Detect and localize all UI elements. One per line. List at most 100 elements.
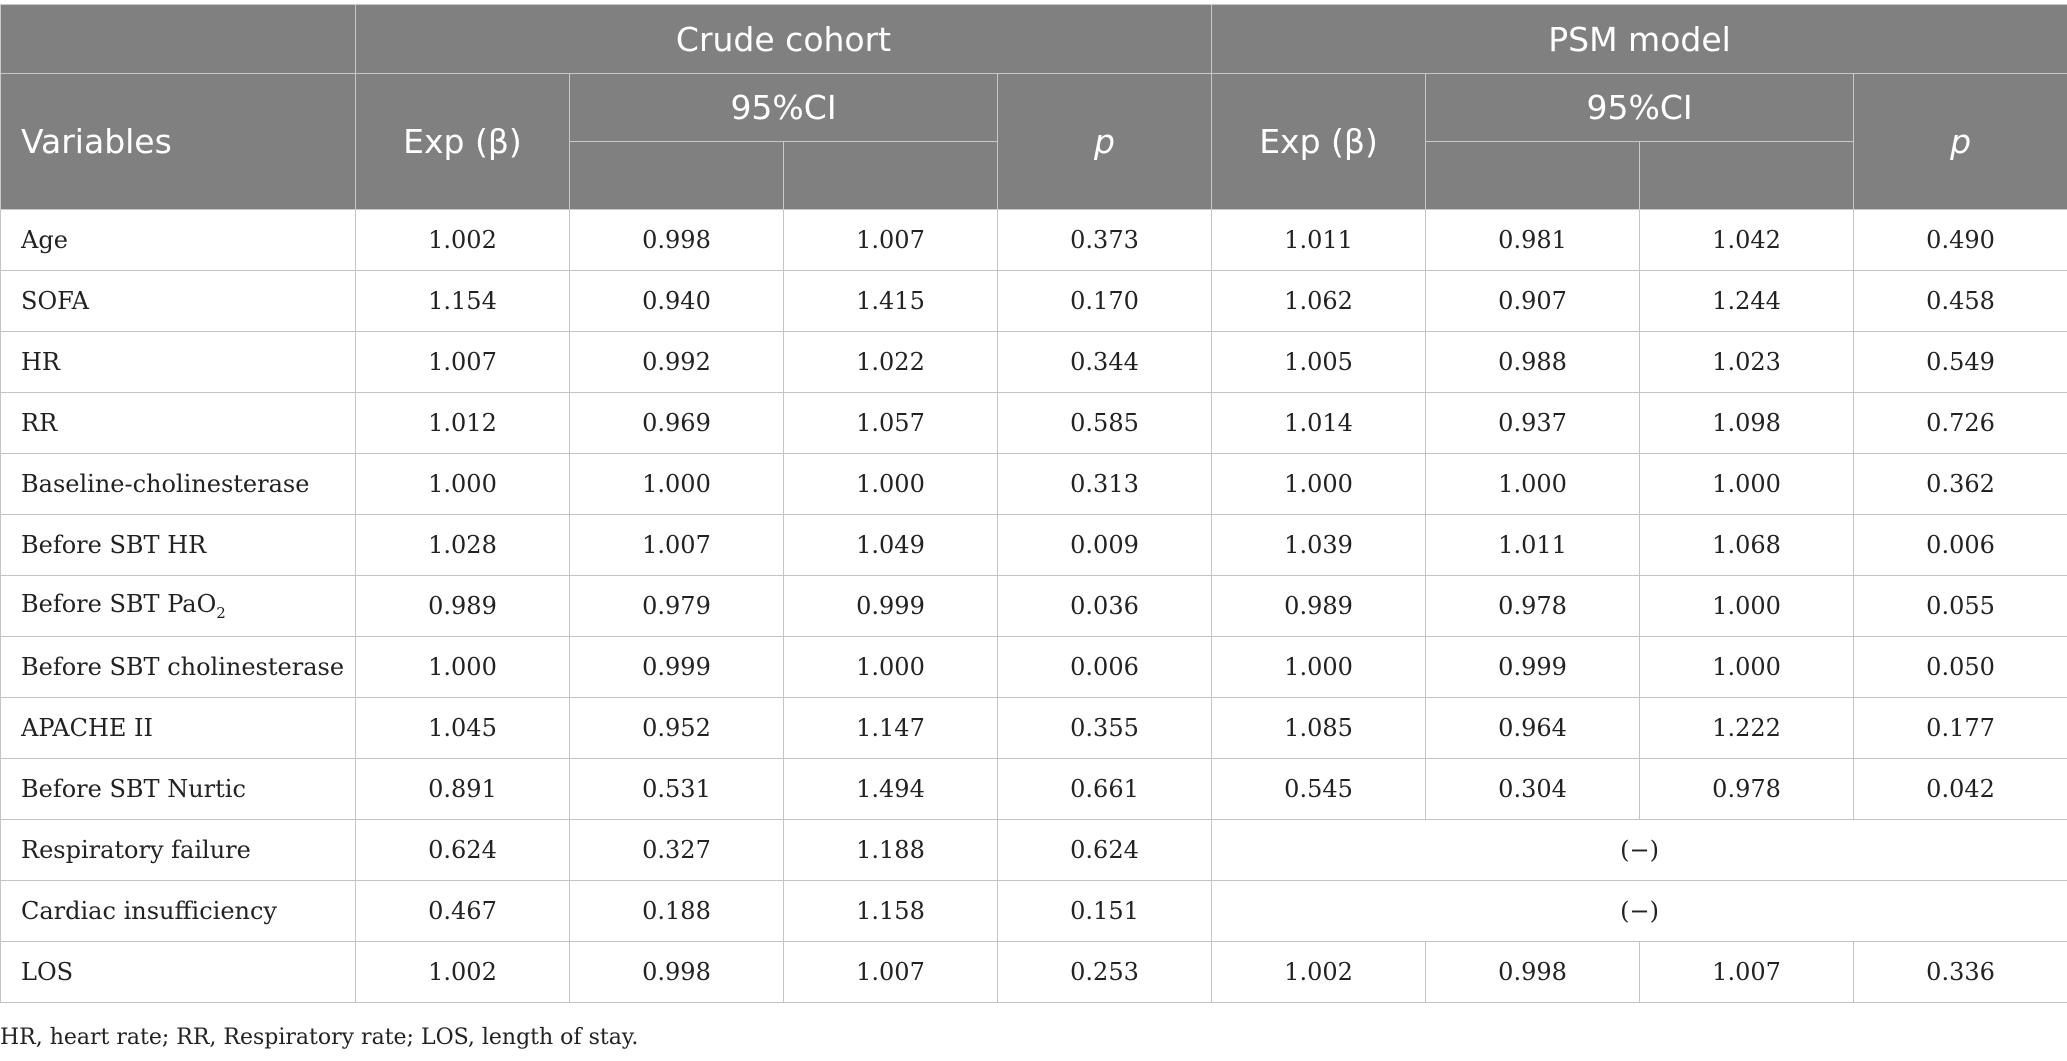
cell-psm-exp-beta: 0.545 — [1211, 758, 1427, 820]
row-variable-label: Cardiac insufficiency — [0, 880, 356, 942]
row-variable-label: SOFA — [0, 270, 356, 332]
cell-psm-ci-upper: 1.222 — [1639, 697, 1855, 759]
cell-psm-ci-lower: 0.998 — [1425, 941, 1641, 1003]
variable-name: HR — [21, 348, 60, 376]
cell-crude-exp-beta: 0.891 — [355, 758, 570, 820]
cell-psm-ci-upper: 1.042 — [1639, 209, 1855, 271]
row-variable-label: Before SBT HR — [0, 514, 356, 576]
cell-psm-not-applicable: (−) — [1211, 880, 2067, 942]
cell-crude-ci-lower: 0.998 — [569, 941, 784, 1003]
cell-crude-ci-lower: 0.531 — [569, 758, 784, 820]
cell-crude-p-value: 0.661 — [996, 758, 1213, 820]
variable-name: Baseline-cholinesterase — [21, 470, 310, 498]
table-row: Cardiac insufficiency 0.467 0.188 1.158 0.15… — [0, 880, 2067, 942]
cell-crude-p-value: 0.313 — [996, 453, 1213, 515]
cell-psm-p-value: 0.490 — [1853, 209, 2067, 271]
cell-crude-ci-lower: 0.940 — [569, 270, 784, 332]
cell-psm-exp-beta: 1.005 — [1211, 331, 1427, 393]
cell-crude-ci-upper: 1.007 — [783, 209, 998, 271]
cell-crude-ci-upper: 1.494 — [783, 758, 998, 820]
cell-psm-p-value: 0.042 — [1853, 758, 2067, 820]
variable-name: Before SBT cholinesterase — [21, 653, 345, 681]
cell-crude-ci-lower: 0.998 — [569, 209, 784, 271]
cell-crude-ci-lower: 0.327 — [569, 819, 784, 881]
cell-psm-ci-upper: 1.023 — [1639, 331, 1855, 393]
cell-crude-ci-lower: 0.992 — [569, 331, 784, 393]
variable-name: Before SBT PaO — [21, 590, 217, 619]
variable-name: RR — [21, 409, 58, 437]
cell-crude-ci-upper: 1.000 — [783, 453, 998, 515]
cell-crude-exp-beta: 0.624 — [355, 819, 570, 881]
header-psm-ci: 95%CI — [1425, 73, 1855, 142]
table-row: RR 1.012 0.969 1.057 0.585 1.014 0.937 1.098 0.7… — [0, 392, 2067, 454]
cell-crude-p-value: 0.344 — [996, 331, 1213, 393]
cell-crude-ci-lower: 0.952 — [569, 697, 784, 759]
header-corner — [0, 4, 356, 74]
header-crude-cohort: Crude cohort — [354, 4, 1213, 74]
header-psm-ci-upper — [1639, 141, 1855, 210]
cell-crude-exp-beta: 1.045 — [355, 697, 570, 759]
row-variable-label: Before SBT Nurtic — [0, 758, 356, 820]
cell-psm-ci-lower: 0.907 — [1425, 270, 1641, 332]
table-row: Respiratory failure 0.624 0.327 1.188 0.624(… — [0, 819, 2067, 881]
cell-crude-ci-upper: 1.022 — [783, 331, 998, 393]
header-psm-ci-lower — [1425, 141, 1641, 210]
cell-crude-exp-beta: 1.028 — [355, 514, 570, 576]
cell-psm-ci-lower: 0.964 — [1425, 697, 1641, 759]
table-row: Age 1.002 0.998 1.007 0.373 1.011 0.981 1.042 0.… — [0, 209, 2067, 271]
cell-crude-p-value: 0.170 — [996, 270, 1213, 332]
cell-psm-ci-lower: 1.000 — [1425, 453, 1641, 515]
cell-psm-p-value: 0.055 — [1853, 575, 2067, 637]
cell-crude-p-value: 0.009 — [996, 514, 1213, 576]
cell-crude-exp-beta: 1.154 — [355, 270, 570, 332]
cell-psm-p-value: 0.362 — [1853, 453, 2067, 515]
cell-psm-ci-upper: 1.244 — [1639, 270, 1855, 332]
cell-psm-ci-upper: 1.068 — [1639, 514, 1855, 576]
cell-crude-p-value: 0.253 — [996, 941, 1213, 1003]
cell-crude-exp-beta: 1.002 — [355, 209, 570, 271]
variable-name: LOS — [21, 958, 74, 986]
cell-crude-exp-beta: 0.989 — [355, 575, 570, 637]
variable-name: Cardiac insufficiency — [21, 897, 277, 925]
cell-psm-ci-lower: 0.988 — [1425, 331, 1641, 393]
cell-crude-ci-upper: 1.057 — [783, 392, 998, 454]
cell-crude-exp-beta: 1.012 — [355, 392, 570, 454]
table-row: Baseline-cholinesterase 1.000 1.000 1.000 0.… — [0, 453, 2067, 515]
table-header: Crude cohort PSM model Variables Exp (β)… — [0, 4, 2067, 210]
cell-psm-ci-lower: 0.999 — [1425, 636, 1641, 698]
cell-crude-exp-beta: 1.000 — [355, 453, 570, 515]
row-variable-label: Before SBT cholinesterase — [0, 636, 356, 698]
cell-psm-exp-beta: 1.014 — [1211, 392, 1427, 454]
cell-psm-exp-beta: 0.989 — [1211, 575, 1427, 637]
variable-name: Before SBT HR — [21, 531, 207, 559]
cell-crude-ci-lower: 1.000 — [569, 453, 784, 515]
header-psm-model: PSM model — [1211, 4, 2067, 74]
row-variable-label: APACHE II — [0, 697, 356, 759]
header-crude-ci: 95%CI — [569, 73, 998, 142]
table-row: Before SBT PaO2 0.989 0.979 0.999 0.036 0.989… — [0, 575, 2067, 637]
cell-psm-ci-upper: 1.000 — [1639, 575, 1855, 637]
variable-name: APACHE II — [21, 714, 154, 742]
row-variable-label: LOS — [0, 941, 356, 1003]
table-body: Age 1.002 0.998 1.007 0.373 1.011 0.981 1.042 0.… — [0, 209, 2067, 1003]
cell-psm-ci-upper: 1.000 — [1639, 636, 1855, 698]
cell-crude-p-value: 0.006 — [996, 636, 1213, 698]
table-row: Before SBT Nurtic 0.891 0.531 1.494 0.661 0.5… — [0, 758, 2067, 820]
cell-crude-p-value: 0.624 — [996, 819, 1213, 881]
cell-psm-exp-beta: 1.000 — [1211, 636, 1427, 698]
cell-crude-ci-upper: 0.999 — [783, 575, 998, 637]
cell-psm-ci-upper: 0.978 — [1639, 758, 1855, 820]
cell-psm-p-value: 0.050 — [1853, 636, 2067, 698]
cell-psm-p-value: 0.336 — [1853, 941, 2067, 1003]
table-container: Crude cohort PSM model Variables Exp (β)… — [0, 4, 2067, 1003]
table-footnote: HR, heart rate; RR, Respiratory rate; LO… — [0, 1025, 639, 1050]
cell-crude-ci-upper: 1.158 — [783, 880, 998, 942]
row-variable-label: Respiratory failure — [0, 819, 356, 881]
cell-crude-exp-beta: 0.467 — [355, 880, 570, 942]
header-psm-p: p — [1853, 73, 2067, 210]
variable-name: Age — [21, 226, 68, 254]
cell-psm-ci-lower: 0.304 — [1425, 758, 1641, 820]
row-variable-label: Baseline-cholinesterase — [0, 453, 356, 515]
variable-name: SOFA — [21, 287, 90, 315]
table-row: HR 1.007 0.992 1.022 0.344 1.005 0.988 1.023 0.5… — [0, 331, 2067, 393]
